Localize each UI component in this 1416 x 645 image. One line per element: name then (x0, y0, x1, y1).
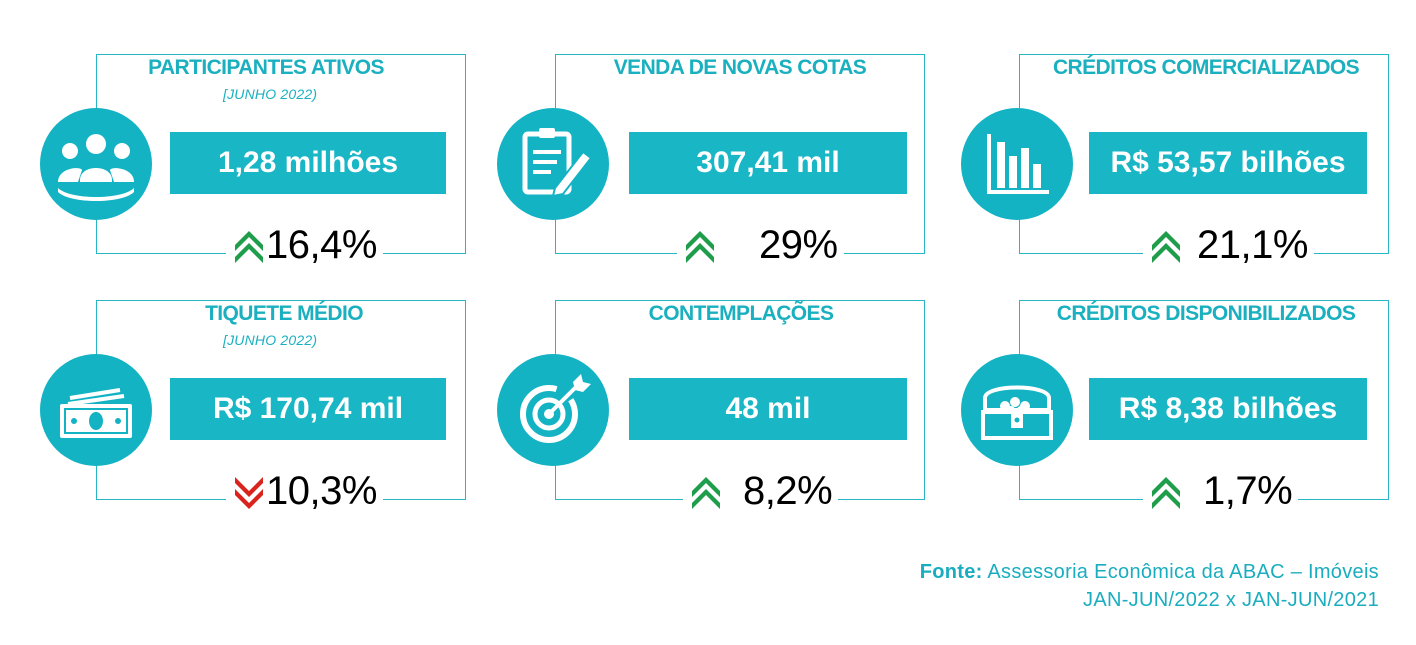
card-contemplacoes: CONTEMPLAÇÕES 48 mil 8,2% (497, 294, 967, 516)
value-box: 1,28 milhões (170, 132, 446, 194)
card-title: PARTICIPANTES ATIVOS (132, 56, 400, 80)
change-value: 21,1% (1197, 222, 1308, 267)
card-title: CRÉDITOS DISPONIBILIZADOS (1045, 302, 1367, 326)
double-chevron-up-icon (692, 477, 720, 509)
double-chevron-up-icon (235, 231, 263, 263)
icon-circle (40, 108, 152, 220)
icon-circle (497, 354, 609, 466)
change-indicator: 16,4% (226, 220, 383, 270)
source-label: Fonte: (919, 561, 983, 583)
icon-circle (961, 108, 1073, 220)
double-chevron-up-icon (1152, 231, 1180, 263)
double-chevron-down-icon (235, 477, 263, 509)
card-creditos-disponibilizados: CRÉDITOS DISPONIBILIZADOS R$ 8,38 bilhõe… (961, 294, 1416, 516)
change-value: 16,4% (266, 222, 377, 267)
card-title: VENDA DE NOVAS COTAS (601, 56, 879, 80)
change-indicator: 1,7% (1143, 466, 1299, 516)
double-chevron-up-icon (686, 231, 714, 263)
group-of-people-icon (58, 134, 134, 201)
change-indicator: 10,3% (226, 466, 383, 516)
value-box: R$ 170,74 mil (170, 378, 446, 440)
change-value: 10,3% (266, 468, 377, 513)
card-creditos-comercializados: CRÉDITOS COMERCIALIZADOS R$ 53,57 bilhõe… (961, 48, 1416, 270)
icon-circle (40, 354, 152, 466)
card-title: CRÉDITOS COMERCIALIZADOS (1043, 56, 1369, 80)
value-box: 307,41 mil (629, 132, 907, 194)
change-indicator: 8,2% (683, 466, 839, 516)
card-subtitle: [JUNHO 2022) (223, 86, 318, 102)
change-indicator: 21,1% (1143, 220, 1314, 270)
value-box: R$ 8,38 bilhões (1089, 378, 1367, 440)
card-tiquete-medio: TIQUETE MÉDIO [JUNHO 2022) R$ 170,74 mil… (40, 294, 510, 516)
change-value: 8,2% (743, 468, 833, 513)
card-title: TIQUETE MÉDIO (190, 302, 378, 326)
target-arrow-icon (520, 374, 591, 443)
treasure-chest-icon (981, 385, 1053, 440)
source-note: Fonte: Assessoria Econômica da ABAC – Im… (920, 558, 1379, 614)
double-chevron-up-icon (1152, 477, 1180, 509)
card-subtitle: [JUNHO 2022) (223, 332, 318, 348)
change-indicator: 29% (677, 220, 844, 270)
icon-circle (961, 354, 1073, 466)
change-value: 29% (759, 222, 838, 267)
source-text: Assessoria Econômica da ABAC – Imóveis (987, 561, 1379, 583)
change-value: 1,7% (1203, 468, 1293, 513)
value-box: 48 mil (629, 378, 907, 440)
source-period: JAN-JUN/2022 x JAN-JUN/2021 (1083, 589, 1379, 611)
bar-chart-icon (987, 134, 1049, 194)
icon-circle (497, 108, 609, 220)
source-line: Fonte: Assessoria Econômica da ABAC – Im… (920, 558, 1379, 586)
clipboard-pencil-icon (522, 128, 593, 198)
card-participantes-ativos: PARTICIPANTES ATIVOS [JUNHO 2022) 1,28 m… (40, 48, 510, 270)
card-title: CONTEMPLAÇÕES (639, 302, 843, 326)
banknotes-icon (60, 388, 132, 438)
value-box: R$ 53,57 bilhões (1089, 132, 1367, 194)
card-venda-novas-cotas: VENDA DE NOVAS COTAS 307,41 mil 29% (497, 48, 967, 270)
